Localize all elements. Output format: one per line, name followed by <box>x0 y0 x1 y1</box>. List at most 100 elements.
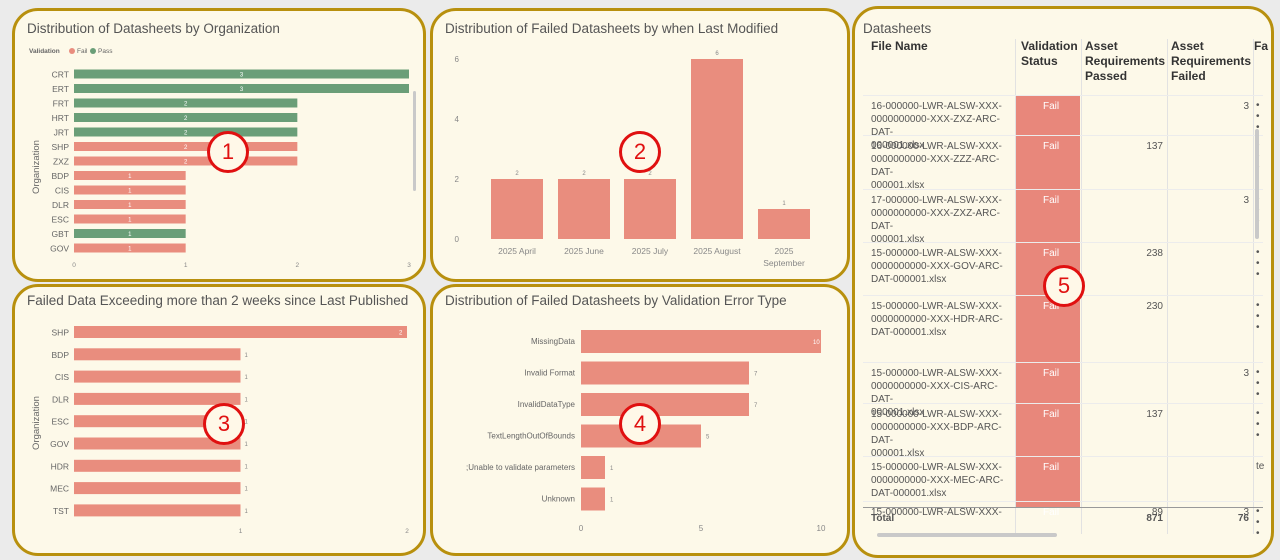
bar-ert <box>74 84 409 93</box>
data-label: 2 <box>648 171 652 177</box>
file-name-line: 0000000000-XXX-ZXZ-ARC-DAT- <box>871 114 1000 138</box>
bar-cis <box>74 370 241 383</box>
col-header-asset-passed[interactable]: Asset Requirements Passed <box>1085 39 1169 84</box>
data-label: 1 <box>128 189 132 195</box>
col-header-validation-status[interactable]: Validation Status <box>1021 39 1085 69</box>
cell-asset-passed: 230 <box>1146 301 1163 312</box>
data-label: 7 <box>754 403 758 409</box>
x-tick-label: 1 <box>239 528 243 535</box>
category-label: CIS <box>55 372 70 382</box>
badge-3: 3 <box>203 403 245 445</box>
chart-failed-exceeding-2-weeks[interactable]: SHP 2 BDP 1 CIS 1 DLR 1 ESC 1 GOV 1 HDR 1 MEC 1 TST 1 1 2 Or… <box>15 287 426 556</box>
data-label: 3 <box>240 73 244 79</box>
cell-extra: ••• <box>1256 100 1260 133</box>
bar-dlr <box>74 200 186 209</box>
cell-asset-passed: 137 <box>1146 409 1163 420</box>
file-name-line: 000001.xlsx <box>871 140 925 151</box>
x-tick-label: 1 <box>184 262 188 269</box>
header-line: Asset <box>1085 39 1118 53</box>
data-label: 1 <box>245 464 249 470</box>
file-name-line: 15-000000-LWR-ALSW-XXX- <box>871 248 1002 259</box>
cell-file-name: 16-000000-LWR-ALSW-XXX- 0000000000-XXX-ZX… <box>871 100 1013 152</box>
cell-validation-status: Fail <box>1043 409 1060 420</box>
bar-shp <box>74 326 407 338</box>
data-label: 2 <box>184 102 188 108</box>
file-name-line: 000001.xlsx <box>871 407 925 418</box>
table-row[interactable]: 15-000000-LWR-ALSW-XXX- 0000000000-XXX-GO… <box>863 242 1263 296</box>
bar-frt <box>74 98 298 108</box>
cell-validation-status: Fail <box>1043 301 1060 312</box>
bar-bdp <box>74 171 186 180</box>
data-label: 1 <box>128 174 132 180</box>
cell-validation-status: Fail <box>1043 141 1060 152</box>
cell-asset-passed: 89 <box>1151 507 1163 518</box>
cell-extra: te <box>1256 461 1265 472</box>
y-tick-label: 0 <box>455 235 460 244</box>
table-row[interactable]: 16-000000-LWR-ALSW-XXX- 0000000000-XXX-ZX… <box>863 95 1263 151</box>
category-label: ;Unable to validate parameters <box>466 463 575 472</box>
col-header-asset-failed[interactable]: Asset Requirements Failed <box>1171 39 1255 84</box>
cell-asset-failed: 3 <box>1243 507 1249 518</box>
category-label: GBT <box>52 229 69 239</box>
file-name-line: 15-000000-LWR-ALSW-XXX- <box>871 507 1002 518</box>
table-row[interactable]: 15-000000-LWR-ALSW-XXX- 0000000000-XXX-ME… <box>863 456 1265 502</box>
category-label: ESC <box>52 417 69 427</box>
file-name-line: 0000000000-XXX-ZZZ-ARC-DAT- <box>871 154 1000 178</box>
cell-file-name: 15-000000-LWR-ALSW-XXX- 0000000000-XXX-CI… <box>871 367 1013 419</box>
bar--unable-to-validate-parameters <box>581 456 605 479</box>
data-label: 1 <box>245 509 249 515</box>
panel-title: Distribution of Datasheets by Organizati… <box>27 21 280 36</box>
cell-file-name: 15-000000-LWR-ALSW-XXX- 0000000000-XXX-GO… <box>871 247 1013 286</box>
table-row[interactable]: 16-000000-LWR-ALSW-XXX- 0000000000-XXX-ZZ… <box>863 135 1263 191</box>
bar-invalid-format <box>581 361 749 385</box>
file-name-line: 17-000000-LWR-ALSW-XXX- <box>871 195 1002 206</box>
file-name-line: 15-000000-LWR-ALSW-XXX- <box>871 462 1002 473</box>
col-header-extra[interactable]: Fa <box>1254 39 1269 53</box>
category-label: TextLengthOutOfBounds <box>487 432 575 441</box>
data-label: 1 <box>128 203 132 209</box>
cell-extra: ••• <box>1256 247 1260 280</box>
chart-failed-by-modified[interactable]: 0 2 4 6 2 2025 April 2 2025 June 2 2025 July 6 2025… <box>433 11 850 282</box>
data-label: 2 <box>399 331 403 337</box>
header-line: Requirements <box>1085 54 1166 68</box>
data-label: 1 <box>610 466 614 472</box>
badge-4: 4 <box>619 403 661 445</box>
cell-extra: ••• <box>1256 300 1260 333</box>
table-row[interactable]: 17-000000-LWR-ALSW-XXX- 0000000000-XXX-ZX… <box>863 189 1263 245</box>
x-tick-label: 2025 August <box>693 246 741 256</box>
chart-datasheets-by-org[interactable]: Validation Fail Pass CRT 3 ERT 3 FRT 2 HRT 2 JRT 2 SH… <box>15 11 426 282</box>
data-label: 1 <box>128 247 132 253</box>
bar-2025-july <box>624 179 676 239</box>
bar-unknown <box>581 487 605 511</box>
y-tick-label: 4 <box>455 115 460 124</box>
y-axis-label: Organization <box>31 140 42 194</box>
x-tick-label: 2 <box>405 528 409 535</box>
bar-gbt <box>74 229 186 238</box>
bar-dlr <box>74 392 241 405</box>
vertical-scrollbar[interactable] <box>1255 129 1259 239</box>
category-label: FRT <box>53 99 69 109</box>
cell-asset-failed: 3 <box>1243 195 1249 206</box>
header-line: Validation <box>1021 39 1078 53</box>
table-row[interactable]: 15-000000-LWR-ALSW-XXX- 0000000000-XXX-CI… <box>863 362 1263 418</box>
x-tick-label: 2025 July <box>632 246 669 256</box>
table-row[interactable]: 15-000000-LWR-ALSW-XXX- 0000000000-XXX-BD… <box>863 403 1263 459</box>
x-tick-label: 2025 June <box>564 246 604 256</box>
data-label: 1 <box>128 218 132 224</box>
data-label: 1 <box>245 353 249 359</box>
category-label: SHP <box>52 328 70 338</box>
file-name-line: 15-000000-LWR-ALSW-XXX- <box>871 301 1002 312</box>
x-tick-label: 5 <box>699 524 704 533</box>
bar-missingdata <box>581 330 821 353</box>
data-label: 2 <box>184 145 188 151</box>
data-label: 1 <box>245 487 249 493</box>
y-axis-label: Organization <box>31 396 42 450</box>
header-line: Requirements <box>1171 54 1252 68</box>
horizontal-scrollbar[interactable] <box>877 533 1057 537</box>
cell-extra: ••• <box>1256 408 1260 441</box>
col-header-file-name[interactable]: File Name <box>871 39 928 53</box>
table-row[interactable]: 15-000000-LWR-ALSW-XXX- Fail 89 3 • • • <box>863 501 1263 539</box>
bar-2025-april <box>491 179 543 239</box>
cell-asset-passed: 137 <box>1146 141 1163 152</box>
category-label: ERT <box>52 84 69 94</box>
